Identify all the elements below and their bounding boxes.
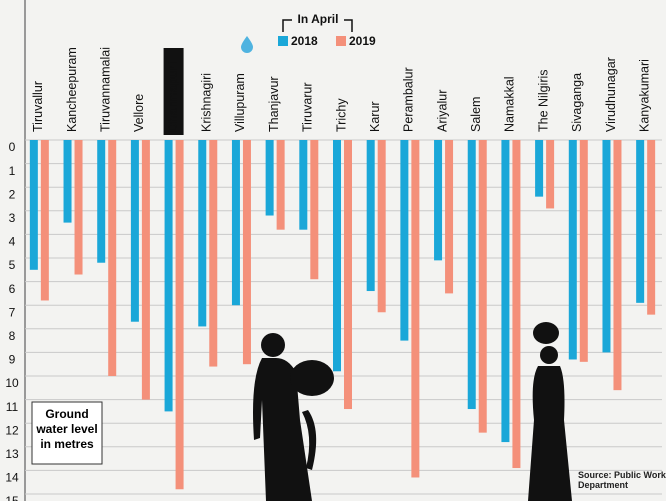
y-tick-label: 0 — [9, 140, 16, 154]
bar — [176, 140, 184, 489]
x-tick-label: Villupuram — [233, 73, 247, 132]
x-tick-label: Thanjavur — [267, 76, 281, 132]
x-tick-label: Perambalur — [402, 67, 416, 132]
bar — [30, 140, 38, 270]
y-tick-label: 13 — [5, 447, 19, 461]
x-tick-label: Ariyalur — [435, 90, 449, 132]
bar — [378, 140, 386, 312]
y-tick-label: 1 — [9, 164, 16, 178]
x-tick-label: Trichy — [334, 98, 348, 132]
bar — [411, 140, 419, 477]
bar — [636, 140, 644, 303]
x-tick-label: Tiruvallur — [31, 81, 45, 132]
x-tick-label: Dharmapuri — [166, 62, 180, 132]
x-tick-label: Salem — [469, 97, 483, 132]
bar — [333, 140, 341, 371]
y-tick-label: 3 — [9, 211, 16, 225]
x-tick-label: The Nilgiris — [536, 69, 550, 132]
source-text: Source: Public Works Department — [578, 470, 666, 490]
y-tick-label: 11 — [6, 400, 19, 414]
bar — [580, 140, 588, 362]
bar — [209, 140, 217, 367]
y-tick-label: 14 — [5, 471, 19, 485]
x-tick-label: Karur — [368, 101, 382, 132]
bar — [165, 140, 173, 411]
y-tick-label: 7 — [9, 305, 16, 319]
y-tick-label: 8 — [9, 329, 16, 343]
y-tick-label: 6 — [9, 282, 16, 296]
y-tick-label: 10 — [5, 376, 19, 390]
bar — [64, 140, 72, 223]
bar — [468, 140, 476, 409]
y-tick-label: 5 — [9, 258, 16, 272]
bar — [647, 140, 655, 315]
x-tick-label: Tiruvannamalai — [99, 47, 113, 132]
bar — [445, 140, 453, 293]
y-tick-label: 15 — [5, 494, 19, 501]
bar — [108, 140, 116, 376]
bar — [344, 140, 352, 409]
x-tick-label: Virudhunagar — [604, 57, 618, 132]
y-tick-label: 9 — [9, 353, 16, 367]
bar — [367, 140, 375, 291]
bar — [131, 140, 139, 322]
y-tick-label: 4 — [9, 235, 16, 249]
bar — [535, 140, 543, 197]
source: Source: Public Works Department — [578, 470, 666, 500]
legend-swatch — [336, 36, 346, 46]
bar — [299, 140, 307, 230]
bar — [232, 140, 240, 305]
legend-label: 2018 — [291, 34, 318, 48]
x-tick-label: Namakkal — [503, 76, 517, 132]
legend-swatch — [278, 36, 288, 46]
axis-note: Ground water level in metres — [34, 404, 100, 452]
legend-label: 2019 — [349, 34, 376, 48]
bar — [75, 140, 83, 275]
bar — [97, 140, 105, 263]
note: Ground water level in metres — [34, 404, 100, 462]
x-tick-label: Kanyakumari — [637, 59, 651, 132]
y-tick-label: 12 — [5, 423, 19, 437]
bar — [434, 140, 442, 260]
bar — [602, 140, 610, 352]
bar — [512, 140, 520, 468]
legend-title: In April — [298, 12, 339, 26]
bar — [198, 140, 206, 326]
bar — [310, 140, 318, 279]
bar — [613, 140, 621, 390]
bar — [266, 140, 274, 216]
bar — [243, 140, 251, 364]
x-tick-label: Tiruvarur — [301, 82, 315, 132]
bar — [501, 140, 509, 442]
x-tick-label: Vellore — [132, 94, 146, 132]
x-tick-label: Sivaganga — [570, 73, 584, 132]
bar — [277, 140, 285, 230]
x-tick-label: Krishnagiri — [200, 73, 214, 132]
x-tick-label: Kancheepuram — [65, 47, 79, 132]
bar — [569, 140, 577, 359]
bar — [41, 140, 49, 300]
bar — [546, 140, 554, 208]
chart: 0123456789101112131415TiruvallurKancheep… — [0, 0, 666, 501]
bar — [142, 140, 150, 400]
bar — [400, 140, 408, 341]
y-tick-label: 2 — [9, 187, 16, 201]
bar — [479, 140, 487, 433]
